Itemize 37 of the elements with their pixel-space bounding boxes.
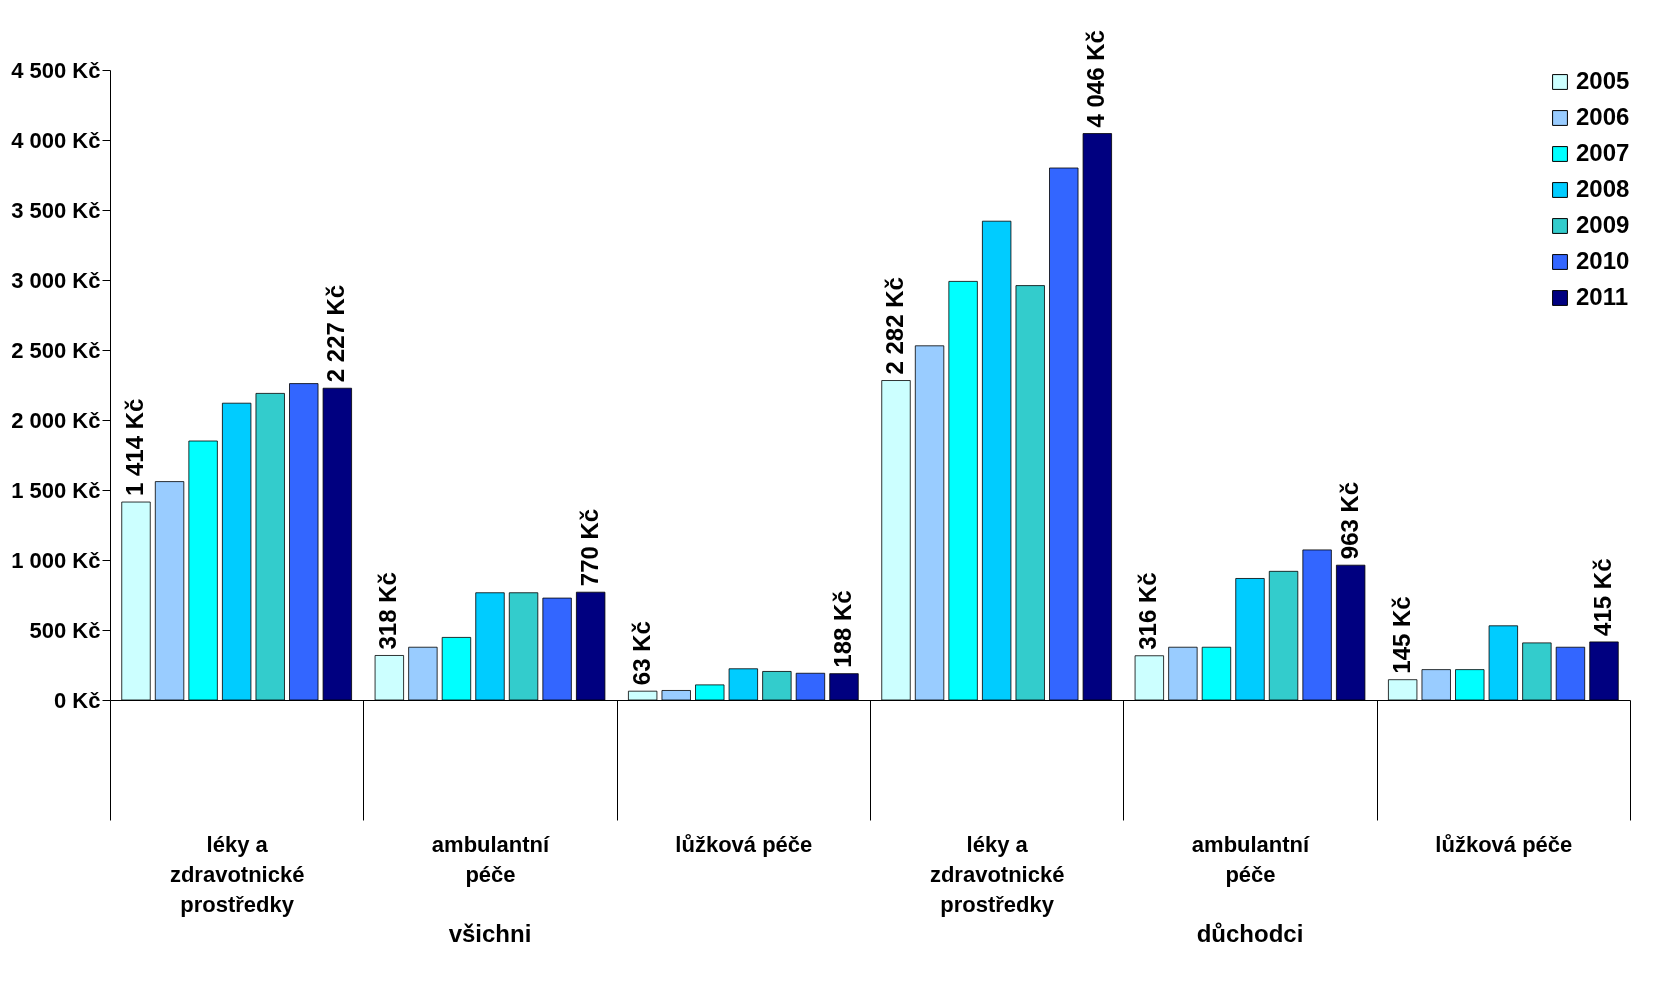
y-tick-label: 0 Kč bbox=[54, 687, 101, 713]
x-tick-label: léky a zdravotnické prostředky bbox=[929, 831, 1065, 917]
y-tick-label: 2 500 Kč bbox=[11, 337, 101, 363]
legend-label: 2005 bbox=[1576, 67, 1630, 94]
data-label: 316 Kč bbox=[1134, 572, 1162, 650]
legend-label: 2007 bbox=[1576, 139, 1630, 166]
y-tick-label: 2 000 Kč bbox=[11, 407, 101, 433]
legend-label: 2006 bbox=[1576, 103, 1630, 130]
y-tick-label: 500 Kč bbox=[29, 617, 101, 643]
data-label: 2 227 Kč bbox=[322, 284, 350, 383]
data-label: 145 Kč bbox=[1387, 596, 1415, 674]
y-tick-label: 4 500 Kč bbox=[11, 57, 101, 83]
y-tick-label: 1 500 Kč bbox=[11, 477, 101, 503]
y-tick-label: 1 000 Kč bbox=[11, 547, 101, 573]
data-label: 188 Kč bbox=[829, 590, 856, 668]
x-tick-label: ambulantní péče bbox=[431, 831, 551, 887]
x-tick-label: ambulantní péče bbox=[1191, 831, 1311, 887]
legend-label: 2011 bbox=[1576, 283, 1629, 310]
y-tick-label: 3 000 Kč bbox=[11, 267, 101, 293]
x-tick-label: léky a zdravotnické prostředky bbox=[169, 831, 305, 917]
legend-label: 2010 bbox=[1576, 247, 1630, 274]
x-tick-label: lůžková péče bbox=[1435, 831, 1573, 857]
y-tick-label: 4 000 Kč bbox=[11, 127, 101, 153]
y-tick-label: 3 500 Kč bbox=[11, 197, 101, 223]
data-label: 318 Kč bbox=[374, 572, 402, 650]
legend-label: 2009 bbox=[1576, 211, 1630, 238]
data-label: 4 046 Kč bbox=[1082, 30, 1110, 128]
legend-label: 2008 bbox=[1576, 175, 1630, 202]
data-label: 415 Kč bbox=[1589, 558, 1616, 636]
text: důchodci bbox=[1196, 920, 1304, 947]
x-tick-label: lůžková péče bbox=[675, 831, 813, 857]
data-label: 2 282 Kč bbox=[881, 277, 908, 375]
data-label: 1 414 Kč bbox=[121, 398, 148, 497]
data-label: 63 Kč bbox=[627, 621, 655, 686]
data-label: 963 Kč bbox=[1335, 481, 1363, 560]
data-label: 770 Kč bbox=[575, 508, 603, 587]
text: všichni bbox=[448, 920, 532, 947]
